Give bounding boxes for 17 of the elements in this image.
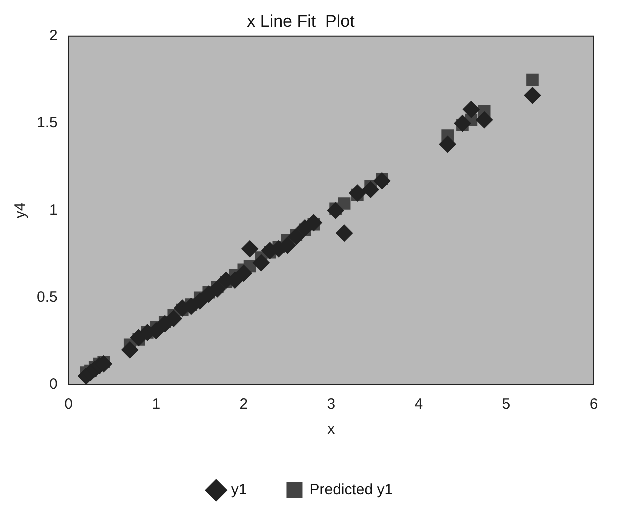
y-tick-label: 0 [50,376,58,394]
legend-label: y1 [231,482,248,499]
y-tick-label: 2 [50,28,58,45]
x-tick-label: 4 [414,396,424,414]
x-tick-label: 6 [590,396,598,414]
chart-title: x Line Fit Plot [247,12,356,31]
x-tick-label: 2 [240,396,248,414]
legend-label: Predicted y1 [310,482,394,499]
x-tick-label: 0 [64,396,74,414]
y-tick-label: 1.5 [36,114,58,132]
x-tick-label: 3 [327,396,336,414]
x-axis-title: x [328,421,336,438]
y-tick-label: 0.5 [36,288,58,306]
x-tick-label: 5 [502,396,511,414]
y-axis-title: y4 [12,202,30,219]
x-tick-label: 1 [152,396,161,414]
y-tick-label: 1 [50,202,58,219]
